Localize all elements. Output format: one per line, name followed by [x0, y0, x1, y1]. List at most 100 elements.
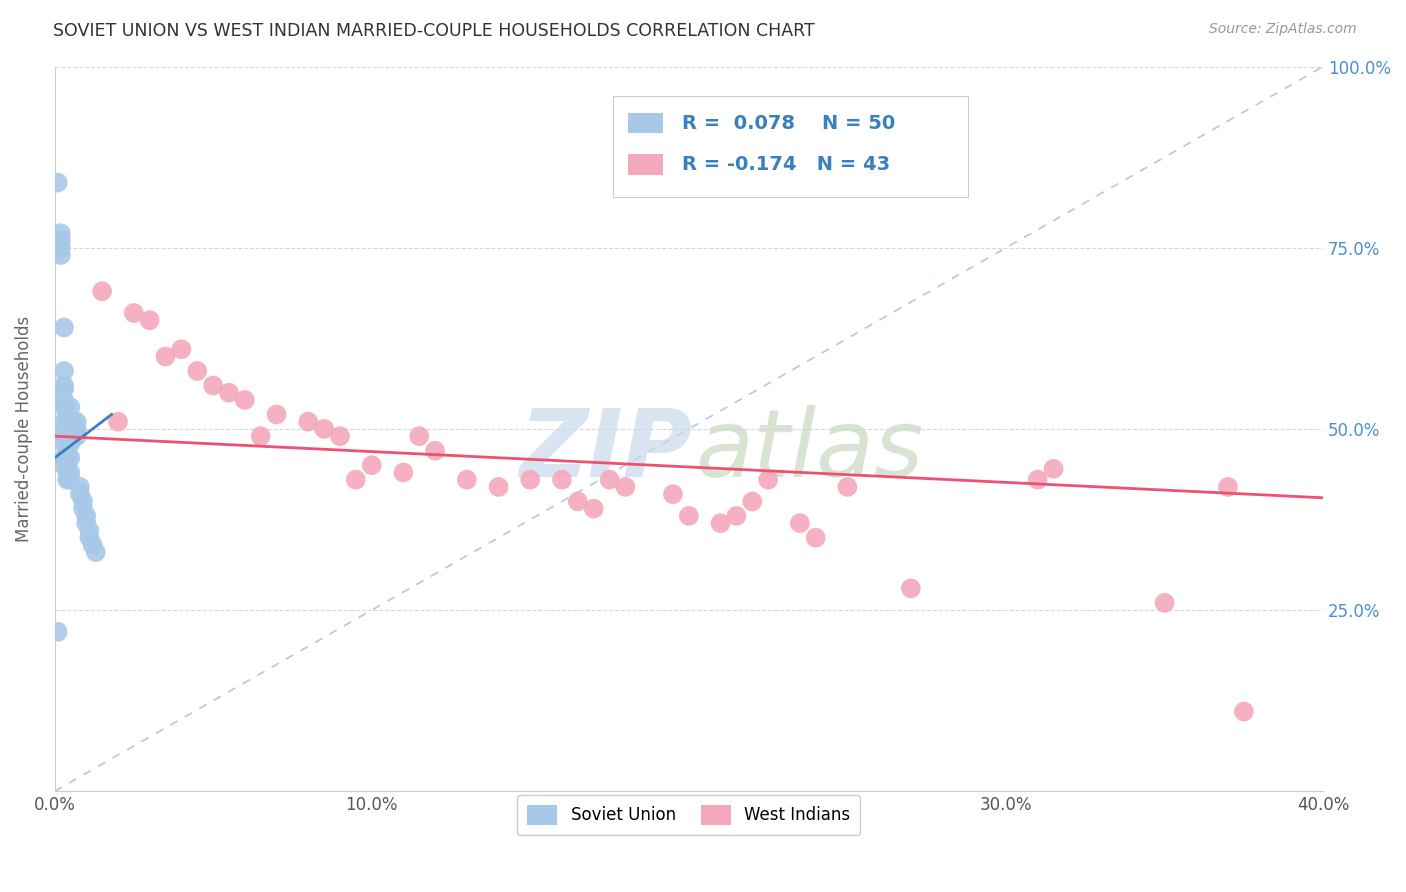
Point [1216, 480, 1239, 494]
Text: atlas: atlas [695, 405, 924, 496]
Point [53, 450, 76, 465]
Point [75, 516, 97, 530]
Point [46, 176, 69, 190]
Point [49, 234, 72, 248]
Point [53, 415, 76, 429]
Point [218, 385, 240, 400]
Point [233, 392, 256, 407]
Point [1026, 473, 1049, 487]
Point [519, 473, 541, 487]
Point [756, 473, 779, 487]
Point [66, 415, 89, 429]
Point [82, 538, 104, 552]
Point [900, 582, 922, 596]
Point [741, 494, 763, 508]
Point [314, 422, 336, 436]
Point [567, 494, 589, 508]
Point [53, 382, 76, 396]
Text: R =  0.078    N = 50: R = 0.078 N = 50 [682, 113, 896, 133]
Point [266, 408, 288, 422]
Point [170, 343, 193, 357]
Point [56, 436, 79, 450]
Point [53, 396, 76, 410]
Point [202, 378, 225, 392]
Point [46, 624, 69, 639]
FancyBboxPatch shape [613, 95, 967, 197]
Point [62, 422, 84, 436]
Point [66, 422, 89, 436]
Point [56, 466, 79, 480]
Point [56, 415, 79, 429]
Point [49, 227, 72, 241]
Point [59, 401, 82, 415]
Point [53, 364, 76, 378]
Point [804, 531, 827, 545]
Bar [628, 113, 664, 133]
Point [53, 320, 76, 334]
Point [84, 545, 107, 559]
Point [614, 480, 637, 494]
Point [56, 422, 79, 436]
Point [79, 531, 101, 545]
Point [79, 524, 101, 538]
Point [56, 473, 79, 487]
Point [789, 516, 811, 530]
Point [91, 285, 114, 299]
Point [138, 313, 160, 327]
Point [62, 429, 84, 443]
Point [678, 508, 700, 523]
Point [49, 248, 72, 262]
Point [69, 487, 91, 501]
Point [56, 450, 79, 465]
Text: ZIP: ZIP [520, 405, 693, 497]
Point [344, 473, 367, 487]
Point [53, 429, 76, 443]
Point [155, 350, 177, 364]
Point [59, 473, 82, 487]
Point [408, 429, 430, 443]
Point [59, 429, 82, 443]
Point [329, 429, 352, 443]
Point [249, 429, 271, 443]
Point [599, 473, 621, 487]
Point [488, 480, 510, 494]
Point [725, 508, 748, 523]
Point [53, 422, 76, 436]
Text: R = -0.174   N = 43: R = -0.174 N = 43 [682, 155, 890, 174]
Point [709, 516, 731, 530]
Point [69, 480, 91, 494]
Point [53, 378, 76, 392]
Point [75, 508, 97, 523]
Point [297, 415, 319, 429]
Point [392, 466, 415, 480]
Point [456, 473, 478, 487]
Point [56, 429, 79, 443]
Point [551, 473, 574, 487]
Point [1153, 596, 1175, 610]
Point [186, 364, 208, 378]
Point [53, 436, 76, 450]
Point [107, 415, 129, 429]
Point [62, 415, 84, 429]
Point [49, 241, 72, 255]
Point [59, 436, 82, 450]
Point [53, 401, 76, 415]
Point [53, 458, 76, 472]
Point [56, 443, 79, 458]
Point [423, 443, 446, 458]
Point [59, 422, 82, 436]
Point [122, 306, 145, 320]
Legend: Soviet Union, West Indians: Soviet Union, West Indians [517, 795, 860, 835]
Text: Source: ZipAtlas.com: Source: ZipAtlas.com [1209, 22, 1357, 37]
Point [1042, 462, 1064, 476]
Text: SOVIET UNION VS WEST INDIAN MARRIED-COUPLE HOUSEHOLDS CORRELATION CHART: SOVIET UNION VS WEST INDIAN MARRIED-COUP… [53, 22, 815, 40]
Point [837, 480, 859, 494]
Bar [628, 154, 664, 175]
Point [72, 494, 94, 508]
Point [72, 501, 94, 516]
Point [59, 450, 82, 465]
Point [662, 487, 685, 501]
Point [53, 392, 76, 407]
Point [582, 501, 605, 516]
Point [1233, 705, 1256, 719]
